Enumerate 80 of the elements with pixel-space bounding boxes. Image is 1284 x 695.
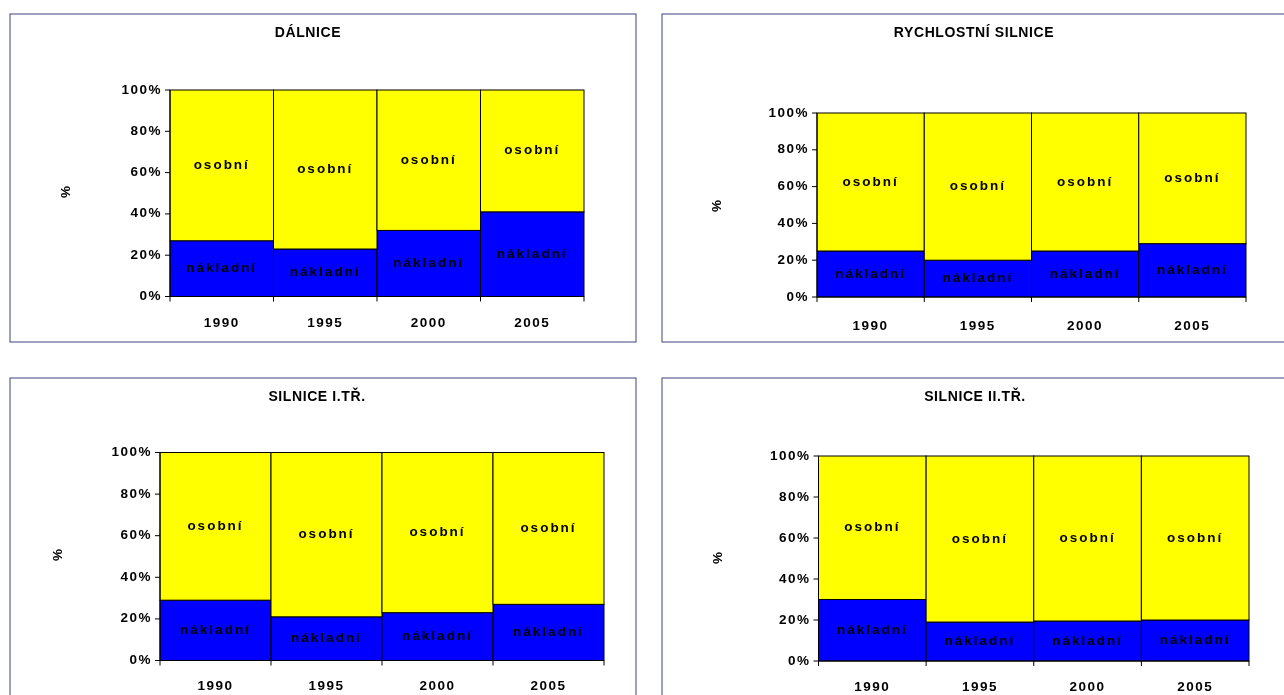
series-label: nákladní xyxy=(289,264,361,280)
x-tick-label: 2005 xyxy=(514,314,551,330)
text: nákladní xyxy=(496,245,568,261)
x-tick-label: 1990 xyxy=(854,678,891,694)
text: osobní xyxy=(1057,173,1114,189)
y-tick-label: 100% xyxy=(768,104,809,120)
chart-title: SILNICE I.TŘ. xyxy=(268,386,366,404)
x-tick-label: 1995 xyxy=(959,317,996,333)
text: osobní xyxy=(298,526,355,542)
y-tick-label: 80% xyxy=(778,488,811,504)
text: nákladní xyxy=(393,255,465,271)
chart-title: RYCHLOSTNÍ SILNICE xyxy=(893,23,1055,40)
x-tick-label: 2005 xyxy=(1174,317,1211,333)
x-tick-label: 1995 xyxy=(308,677,345,693)
x-tick-label: 2005 xyxy=(530,677,567,693)
y-tick-label: 0% xyxy=(787,652,811,668)
text: osobní xyxy=(297,161,354,177)
y-tick-label: 100% xyxy=(769,447,811,463)
text: osobní xyxy=(520,519,577,535)
x-tick-label: 2000 xyxy=(410,314,447,330)
x-tick-label: 2000 xyxy=(419,677,456,693)
x-tick-label: 2005 xyxy=(1177,678,1214,694)
y-tick-label: 80% xyxy=(777,141,809,157)
y-tick-label: 100% xyxy=(111,444,152,460)
y-tick-label: 40% xyxy=(778,570,811,586)
series-label: nákladní xyxy=(291,630,362,646)
y-tick-label: 60% xyxy=(120,527,152,543)
text: osobní xyxy=(400,151,457,167)
x-tick-label: 1990 xyxy=(197,677,234,693)
x-tick-label: 2000 xyxy=(1069,678,1106,694)
y-tick-label: 20% xyxy=(777,251,809,267)
y-tick-label: 20% xyxy=(120,610,152,626)
series-label: osobní xyxy=(1167,529,1224,545)
y-tick-label: 40% xyxy=(120,568,152,584)
x-tick-label: 1990 xyxy=(203,314,240,330)
y-tick-label: 0% xyxy=(139,288,162,304)
text: nákladní xyxy=(1156,261,1228,277)
y-tick-label: 20% xyxy=(130,246,162,262)
text: nákladní xyxy=(835,265,907,281)
series-label: osobní xyxy=(842,173,899,189)
x-tick-label: 1995 xyxy=(961,678,998,694)
text: nákladní xyxy=(186,260,258,276)
text: osobní xyxy=(844,519,901,535)
y-axis-title: % xyxy=(708,199,724,213)
text: nákladní xyxy=(944,633,1016,649)
text: osobní xyxy=(949,178,1006,194)
text: nákladní xyxy=(180,621,251,637)
y-tick-label: 60% xyxy=(778,529,811,545)
y-axis-title: % xyxy=(49,548,65,562)
text: osobní xyxy=(1164,169,1221,185)
text: nákladní xyxy=(402,628,473,644)
x-tick-label: 1995 xyxy=(307,314,344,330)
y-tick-label: 0% xyxy=(786,288,809,304)
y-axis-title: % xyxy=(57,185,73,199)
text: nákladní xyxy=(1159,632,1231,648)
chart-title: SILNICE II.TŘ. xyxy=(924,386,1026,404)
y-axis-title: % xyxy=(709,551,725,565)
y-tick-label: 40% xyxy=(130,205,162,221)
y-tick-label: 80% xyxy=(130,122,162,138)
text: nákladní xyxy=(513,623,584,639)
y-tick-label: 40% xyxy=(777,214,809,230)
chart-title: DÁLNICE xyxy=(274,23,342,40)
y-tick-label: 0% xyxy=(129,652,152,668)
text: osobní xyxy=(1059,530,1116,546)
text: osobní xyxy=(504,142,561,158)
x-tick-label: 1990 xyxy=(852,317,889,333)
y-tick-label: 100% xyxy=(121,81,162,97)
y-tick-label: 60% xyxy=(130,164,162,180)
series-label: osobní xyxy=(193,156,250,172)
series-label: nákladní xyxy=(942,270,1014,286)
y-tick-label: 80% xyxy=(120,485,152,501)
legend-label: nákladní xyxy=(836,621,908,637)
text: nákladní xyxy=(1049,265,1121,281)
text: osobní xyxy=(951,530,1009,546)
series-label: osobní xyxy=(187,517,244,533)
text: osobní xyxy=(409,524,466,540)
y-tick-label: 20% xyxy=(778,611,811,627)
text: nákladní xyxy=(1052,632,1123,648)
y-tick-label: 60% xyxy=(777,178,809,194)
x-tick-label: 2000 xyxy=(1067,317,1104,333)
